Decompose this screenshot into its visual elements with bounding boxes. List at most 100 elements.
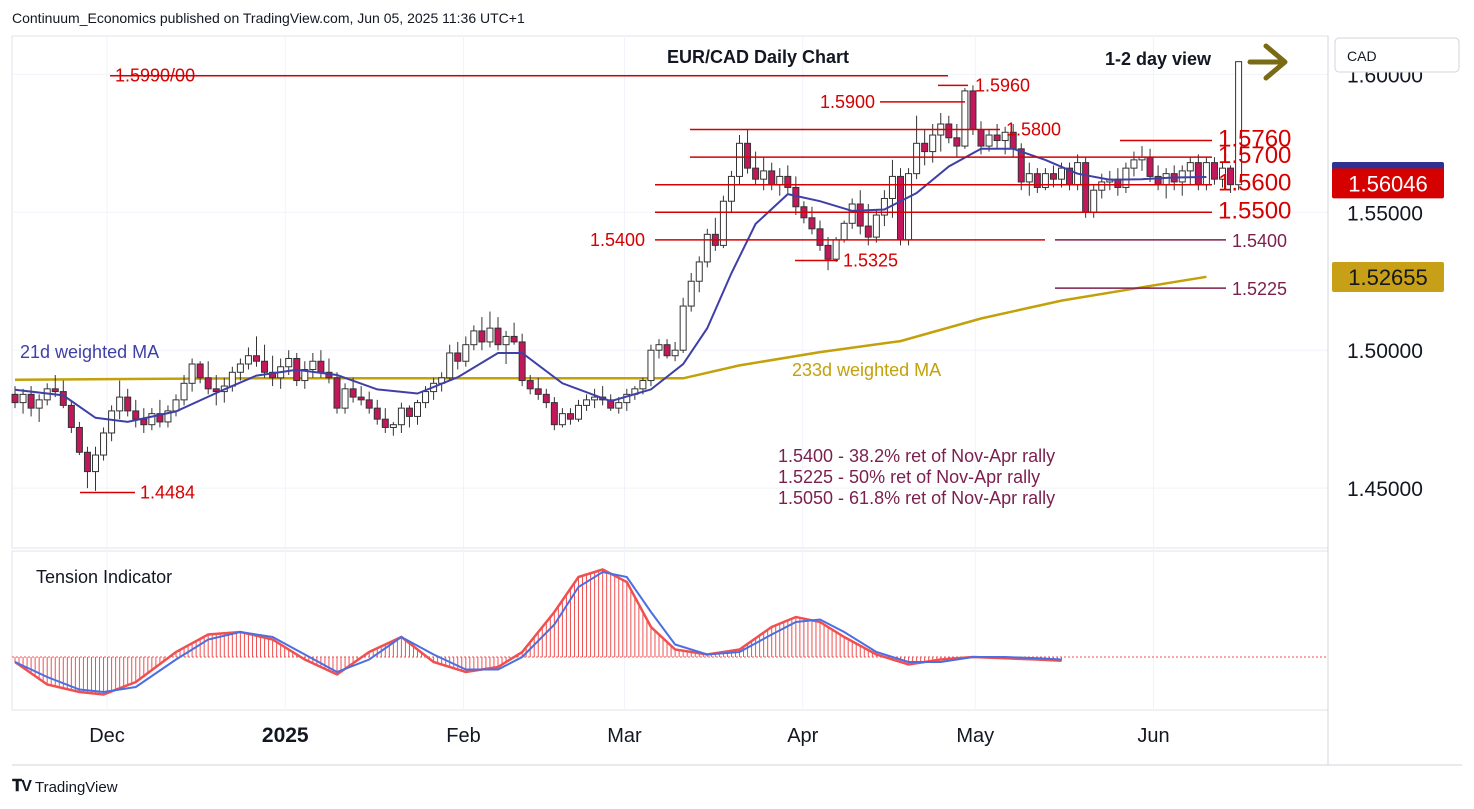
candle-body [59, 391, 67, 406]
candle-body [671, 349, 679, 357]
resistance-level: 1.5700 [690, 142, 1291, 169]
chart-texts: EUR/CAD Daily Chart 1-2 day view 21d weigh… [20, 43, 1288, 508]
candle [301, 361, 309, 389]
candle [679, 297, 687, 353]
candle [1130, 151, 1138, 177]
candle [663, 339, 671, 359]
price-badge-red: 1.56046 [1332, 168, 1444, 199]
fib-label: 1.5225 [1232, 279, 1287, 299]
candle [1122, 162, 1130, 193]
candle [929, 124, 937, 163]
candle [695, 256, 703, 293]
candle [1235, 61, 1243, 191]
support-level: 1.5600 [655, 170, 1291, 197]
candle-body [75, 426, 83, 453]
candle-body [534, 388, 542, 395]
note-line: 1.5225 - 50% ret of Nov-Apr rally [778, 467, 1040, 487]
candle [583, 394, 591, 411]
candle-body [470, 330, 478, 346]
tension-indicator: Tension Indicator [12, 567, 1328, 696]
candle-body [1033, 173, 1041, 188]
footer-brand: TradingView [34, 778, 118, 796]
candle-body [67, 404, 75, 428]
candle-body [655, 344, 663, 351]
candle-body [446, 352, 454, 379]
candle-body [19, 393, 27, 404]
candles [11, 61, 1243, 491]
candle-body [188, 363, 196, 384]
candle-body [566, 413, 574, 420]
candle [35, 394, 43, 422]
candle [462, 336, 470, 367]
candle [832, 237, 840, 262]
candle [164, 405, 172, 428]
candle-body [1122, 167, 1130, 188]
candle-body [703, 233, 711, 263]
candle [389, 421, 397, 436]
candle [124, 388, 132, 417]
indicator-panel [11, 550, 1329, 711]
candle-body [132, 410, 140, 420]
candle-body [558, 413, 566, 426]
support-level: 1.4484 [80, 483, 195, 503]
candle [454, 341, 462, 370]
candle-body [679, 305, 687, 351]
candle-body [993, 134, 1001, 142]
candle [1049, 165, 1057, 188]
candle [381, 408, 389, 433]
candle-body [1162, 173, 1170, 186]
candle-body [1082, 162, 1090, 213]
candle-body [864, 225, 872, 238]
candle-body [92, 454, 99, 473]
candle-body [1130, 159, 1138, 169]
candle-body [856, 203, 864, 227]
axes: Dec 2025 Feb Mar Apr May Jun1.600001.550001.50… [89, 37, 1460, 747]
candle-body [27, 393, 35, 409]
fib-label: 1.5400 [1232, 231, 1287, 251]
candle-body [542, 393, 550, 404]
candle-body [639, 380, 647, 390]
support-label: 1.5600 [1218, 170, 1291, 197]
candle [83, 446, 91, 489]
candle [623, 388, 631, 411]
indicator-title: Tension Indicator [36, 567, 172, 587]
candle-body [494, 327, 502, 346]
candle [478, 317, 486, 351]
candle-body [164, 410, 172, 423]
currency-box-bg [1334, 37, 1460, 73]
candle-body [422, 391, 430, 404]
chart-title: EUR/CAD Daily Chart [667, 47, 849, 67]
candle-body [309, 360, 317, 371]
currency-label: CAD [1347, 48, 1377, 64]
candle-body [1186, 162, 1194, 172]
candle-body [1219, 167, 1226, 180]
candle [993, 124, 1001, 149]
candle [357, 386, 365, 406]
candle [180, 375, 188, 406]
candle [905, 168, 913, 246]
candle [1041, 168, 1049, 191]
candle [1227, 165, 1235, 193]
candle-body [357, 396, 365, 401]
candle-body [888, 175, 896, 199]
price-badge-value: 1.56046 [1348, 171, 1428, 196]
note-line: 1.5400 - 38.2% ret of Nov-Apr rally [778, 446, 1055, 466]
candle-body [180, 382, 188, 401]
candle-body [663, 344, 671, 357]
candle-body [389, 424, 397, 428]
candle [961, 88, 969, 149]
ma233-line [14, 275, 1207, 381]
candle-body [261, 360, 269, 373]
resistance-label: 1.5800 [1006, 120, 1061, 140]
candle-body [583, 399, 591, 406]
candle-body [1194, 162, 1202, 186]
resistance-level: 1.5990/00 [110, 66, 948, 86]
candle-body [977, 129, 985, 147]
support-label: 1.5325 [843, 251, 898, 271]
candle-body [985, 134, 993, 147]
candle-body [607, 399, 615, 409]
x-tick-label: 2025 [262, 724, 309, 747]
support-level: 1.5400 [590, 230, 1045, 250]
